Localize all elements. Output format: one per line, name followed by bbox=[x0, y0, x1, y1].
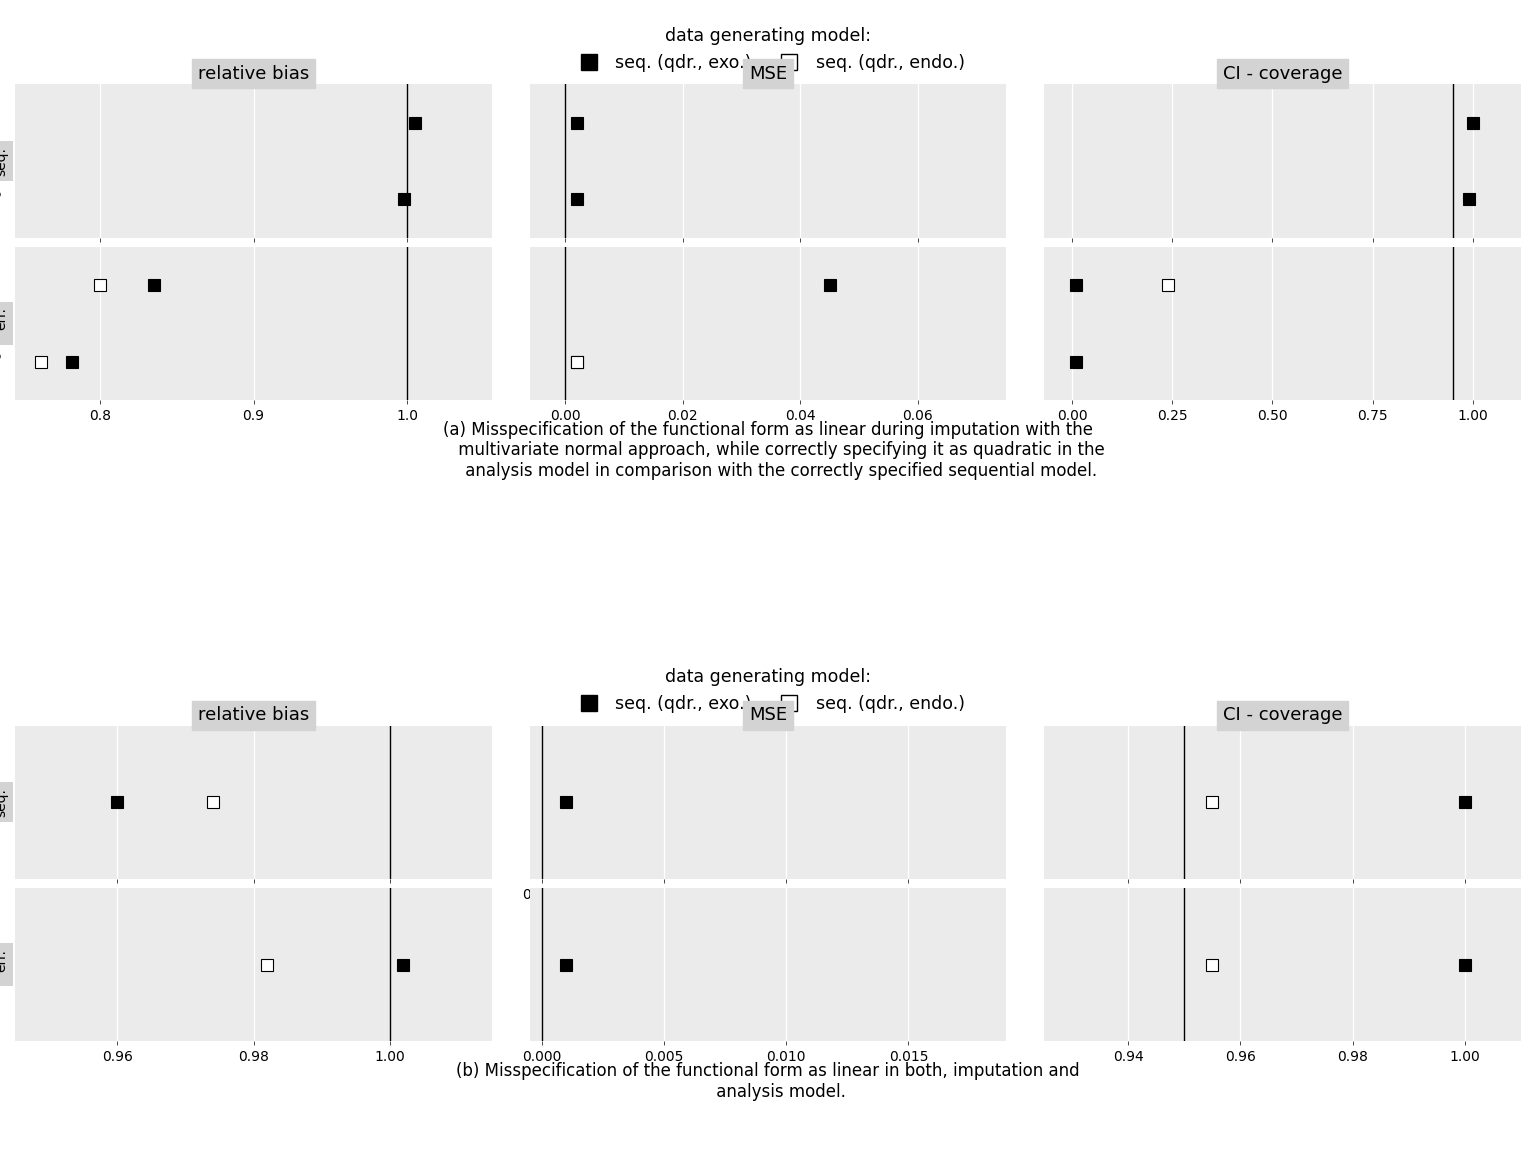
Y-axis label: γ1: γ1 bbox=[0, 793, 2, 812]
Y-axis label: γ2: γ2 bbox=[0, 353, 2, 371]
Y-axis label: γ1: γ1 bbox=[0, 275, 2, 295]
Title: relative bias: relative bias bbox=[198, 65, 309, 83]
Legend: seq. (qdr., exo.), seq. (qdr., endo.): seq. (qdr., exo.), seq. (qdr., endo.) bbox=[565, 661, 971, 720]
Title: MSE: MSE bbox=[750, 706, 786, 725]
Text: MVN
corr.
err.: MVN corr. err. bbox=[0, 308, 8, 339]
Title: CI - coverage: CI - coverage bbox=[1223, 706, 1342, 725]
Title: CI - coverage: CI - coverage bbox=[1223, 65, 1342, 83]
Text: (b) Misspecification of the functional form as linear in both, imputation and
  : (b) Misspecification of the functional f… bbox=[456, 1062, 1080, 1100]
Title: MSE: MSE bbox=[750, 65, 786, 83]
Text: seq.: seq. bbox=[0, 788, 8, 817]
Title: relative bias: relative bias bbox=[198, 706, 309, 725]
Text: MVN
corr.
err.: MVN corr. err. bbox=[0, 948, 8, 980]
Y-axis label: γ2: γ2 bbox=[0, 190, 2, 209]
Y-axis label: γ1: γ1 bbox=[0, 955, 2, 975]
Text: (a) Misspecification of the functional form as linear during imputation with the: (a) Misspecification of the functional f… bbox=[432, 420, 1104, 480]
Text: seq.: seq. bbox=[0, 146, 8, 175]
Y-axis label: γ1: γ1 bbox=[0, 113, 2, 132]
Legend: seq. (qdr., exo.), seq. (qdr., endo.): seq. (qdr., exo.), seq. (qdr., endo.) bbox=[565, 20, 971, 78]
